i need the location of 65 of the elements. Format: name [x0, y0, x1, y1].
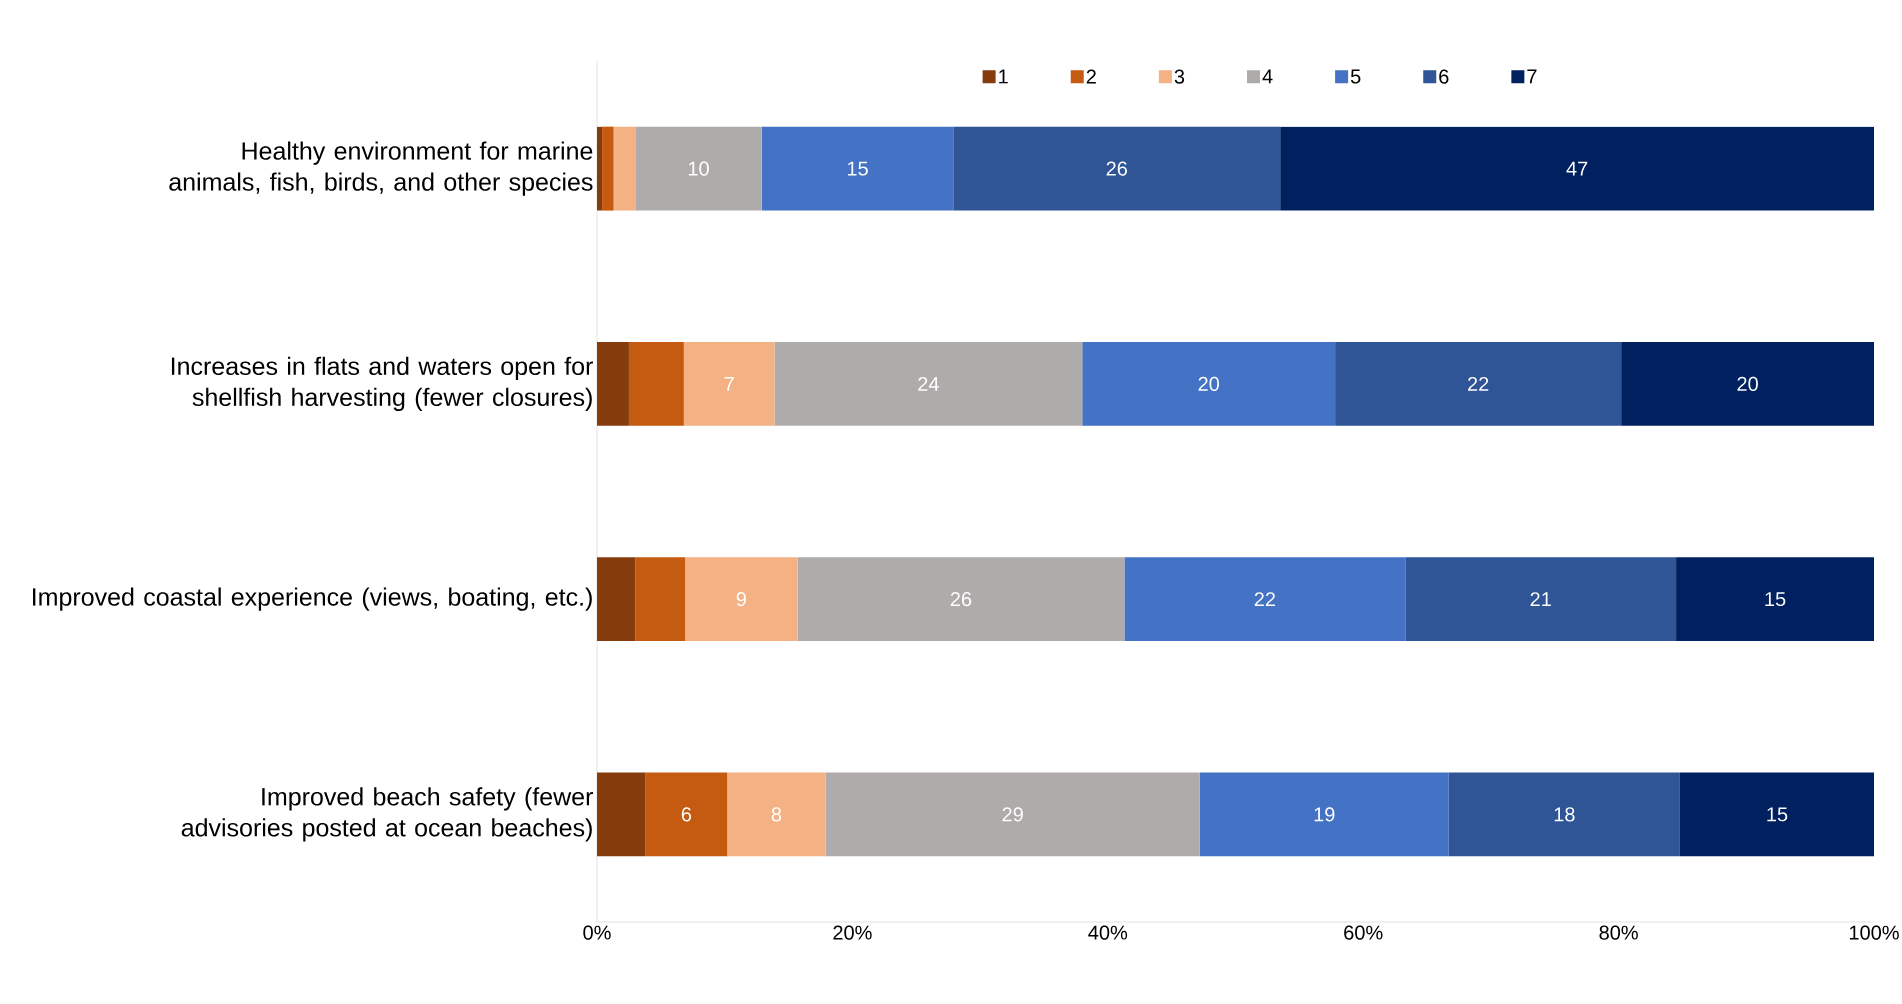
- bar: [797, 557, 1125, 642]
- legend-label: 6: [1439, 69, 1449, 84]
- data-label: 15: [1767, 807, 1788, 822]
- bar: [685, 557, 798, 642]
- data-label: 15: [1765, 592, 1786, 607]
- bar: [628, 341, 684, 426]
- data-label: 10: [688, 161, 709, 176]
- legend-label: 2: [1086, 69, 1096, 84]
- data-label: 15: [847, 161, 868, 176]
- bar: [1124, 557, 1406, 642]
- y-tick-label: Improved coastal experience (views, boating, etc.): [33, 587, 592, 611]
- bar: [825, 772, 1200, 857]
- bar: [613, 126, 636, 211]
- data-label: 7: [724, 376, 734, 391]
- data-label: 22: [1468, 376, 1489, 391]
- bar: [1199, 772, 1449, 857]
- data-label: 20: [1737, 376, 1758, 391]
- data-label: 21: [1530, 592, 1551, 607]
- x-tick-label: 60%: [1344, 925, 1383, 940]
- bar: [953, 126, 1281, 211]
- data-label: 6: [681, 807, 692, 822]
- legend-label: 4: [1262, 69, 1273, 84]
- legend-label: 1: [999, 69, 1008, 84]
- x-tick-label: 100%: [1849, 925, 1899, 940]
- bar: [597, 772, 646, 857]
- x-tick-label: 80%: [1599, 925, 1638, 940]
- data-label: 22: [1254, 592, 1275, 607]
- legend-label: 5: [1350, 69, 1361, 84]
- legend-label: 3: [1174, 69, 1185, 84]
- y-tick-label: Increases in flats and waters open for shellfish harvesting (fewer closures): [171, 356, 593, 412]
- bar: [602, 126, 614, 211]
- bar: [1082, 341, 1336, 426]
- bar: [761, 126, 954, 211]
- x-tick-label: 0%: [583, 925, 611, 940]
- bar: [597, 126, 603, 211]
- bar: [645, 772, 728, 857]
- bar: [635, 126, 762, 211]
- bar: [597, 557, 636, 642]
- y-tick-label: Improved beach safety (fewer advisories posted at ocean beaches): [181, 787, 593, 842]
- data-label: 8: [771, 807, 782, 822]
- data-label: 47: [1566, 161, 1588, 176]
- bar: [683, 341, 775, 426]
- bar: [727, 772, 826, 857]
- bar: [1621, 341, 1875, 426]
- bar: [1679, 772, 1875, 857]
- x-tick-label: 20%: [833, 925, 872, 940]
- bar: [1280, 126, 1875, 211]
- bar: [1676, 557, 1875, 642]
- data-label: 19: [1314, 807, 1335, 822]
- legend-label: 7: [1527, 69, 1537, 84]
- data-label: 9: [736, 592, 746, 607]
- y-tick-label: Healthy environment for marine animals, fish, birds, and other species: [169, 141, 593, 196]
- x-tick-label: 40%: [1088, 925, 1128, 940]
- bar: [597, 341, 629, 426]
- data-label: 20: [1198, 376, 1220, 391]
- data-label: 24: [918, 376, 939, 391]
- bar: [1405, 557, 1677, 642]
- data-label: 18: [1554, 807, 1575, 822]
- bar: [774, 341, 1083, 426]
- bar: [635, 557, 686, 642]
- data-label: 26: [950, 592, 972, 607]
- data-label: 26: [1106, 161, 1127, 176]
- bar: [1335, 341, 1622, 426]
- data-label: 29: [1002, 807, 1023, 822]
- bar: [1448, 772, 1680, 857]
